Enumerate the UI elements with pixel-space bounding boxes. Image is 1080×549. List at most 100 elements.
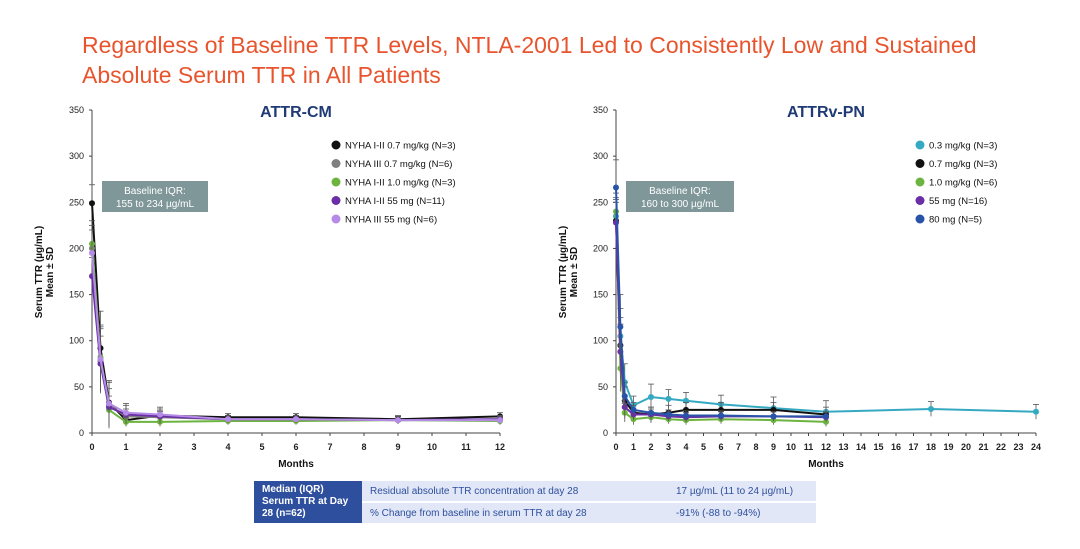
chart2-x-tick-label: 8 xyxy=(753,442,758,452)
chart2-x-tick-label: 11 xyxy=(804,442,814,452)
chart1-x-tick-label: 0 xyxy=(89,442,94,452)
chart2-x-tick-label: 24 xyxy=(1031,442,1041,452)
chart1-y-axis-sublabel: Mean ± SD xyxy=(45,247,56,298)
chart1-series4-line xyxy=(91,276,501,422)
chart2-series4-legend-marker xyxy=(915,196,925,205)
chart1-series5-legend-label: NYHA III 55 mg (N=6) xyxy=(345,215,437,226)
chart1-series3-line xyxy=(91,243,501,423)
chart1-y-tick-label: 250 xyxy=(69,197,84,207)
chart1-series1-legend-marker xyxy=(331,140,341,150)
chart2-y-tick-label: 150 xyxy=(593,290,608,300)
chart1-y-tick-label: 100 xyxy=(69,336,84,346)
chart2-series1-point xyxy=(665,395,672,402)
chart2-x-tick-label: 18 xyxy=(926,442,936,452)
chart2-y-axis-sublabel: Mean ± SD xyxy=(569,247,580,298)
chart1-series5-point xyxy=(89,250,95,257)
chart1-y-tick-label: 50 xyxy=(74,382,84,392)
chart2-series3-legend-label: 1.0 mg/kg (N=6) xyxy=(929,178,997,189)
chart1-series5-point xyxy=(157,411,163,418)
chart1-x-tick-label: 7 xyxy=(327,442,332,452)
chart1-x-tick-label: 11 xyxy=(461,442,471,452)
chart2-baseline-iqr-box xyxy=(626,181,734,212)
chart2-y-tick-label: 300 xyxy=(593,151,608,161)
chart1-x-tick-label: 6 xyxy=(293,442,298,452)
chart1-series5-point xyxy=(395,417,401,424)
summary-label: Median (IQR) Serum TTR at Day 28 (n=62) xyxy=(254,481,362,523)
chart1-y-axis-label: Serum TTR (µg/mL) xyxy=(34,226,45,318)
chart1-series5-line xyxy=(91,252,500,422)
chart2-series2-legend-marker xyxy=(915,159,925,168)
chart2-series1-point xyxy=(648,394,654,401)
chart1-x-tick-label: 12 xyxy=(495,442,505,452)
chart2-series5-point xyxy=(621,393,628,400)
chart2-y-tick-label: 0 xyxy=(603,428,608,438)
chart2-y-tick-label: 250 xyxy=(593,197,608,207)
chart1-title: ATTR-CM xyxy=(260,104,332,121)
chart1-x-tick-label: 1 xyxy=(123,442,128,452)
chart2-series5-point xyxy=(823,413,829,420)
chart2-series5-point xyxy=(613,184,619,191)
slide-title: Regardless of Baseline TTR Levels, NTLA-… xyxy=(82,32,977,88)
chart1-series1-point xyxy=(89,200,95,207)
chart2-x-tick-label: 7 xyxy=(736,442,741,452)
chart2-x-tick-label: 19 xyxy=(943,442,953,452)
chart2-y-tick-label: 350 xyxy=(593,105,608,115)
summary-value-2: -91% (-88 to -94%) xyxy=(668,502,816,523)
chart1-y-tick-label: 300 xyxy=(69,151,84,161)
chart2-series2-line xyxy=(615,220,827,416)
summary-value-1: 17 µg/mL (11 to 24 µg/mL) xyxy=(668,481,816,503)
chart1-baseline-iqr-title: Baseline IQR: xyxy=(124,186,186,197)
chart1-series5-point xyxy=(106,400,112,407)
chart2-series3-line xyxy=(615,211,827,423)
chart2-x-tick-label: 21 xyxy=(978,442,988,452)
chart1-y-tick-label: 150 xyxy=(69,290,84,300)
chart1-x-tick-label: 8 xyxy=(361,442,366,452)
chart1-baseline-iqr-box xyxy=(102,181,208,212)
chart2-x-tick-label: 14 xyxy=(856,442,866,452)
chart2-x-tick-label: 0 xyxy=(613,442,618,452)
chart2-baseline-iqr-range: 160 to 300 µg/mL xyxy=(641,199,719,210)
chart1-series3-legend-marker xyxy=(331,177,341,187)
chart2-x-tick-label: 9 xyxy=(771,442,776,452)
chart2-series5-point xyxy=(665,411,672,418)
chart2-x-tick-label: 23 xyxy=(1013,442,1023,452)
chart1-baseline-iqr-range: 155 to 234 µg/mL xyxy=(116,199,194,210)
chart2-series2-legend-label: 0.7 mg/kg (N=3) xyxy=(929,159,997,170)
chart2-y-tick-label: 100 xyxy=(593,336,608,346)
chart2-series2-point xyxy=(683,406,689,413)
chart2-series5-legend-label: 80 mg (N=5) xyxy=(929,215,982,226)
chart2-x-tick-label: 15 xyxy=(873,442,883,452)
chart2-y-axis-label: Serum TTR (µg/mL) xyxy=(558,226,569,318)
chart1-series5-point xyxy=(293,416,299,423)
chart2-x-tick-label: 22 xyxy=(996,442,1006,452)
chart2-series5-point xyxy=(683,412,689,419)
chart1-y-tick-label: 350 xyxy=(69,105,84,115)
chart2-y-tick-label: 50 xyxy=(598,382,608,392)
chart1-series5-point xyxy=(97,356,104,363)
chart2-series5-line xyxy=(615,187,826,418)
chart2-series1-legend-marker xyxy=(915,140,925,150)
chart2-series3-legend-marker xyxy=(915,177,925,187)
chart1-x-tick-label: 4 xyxy=(225,442,230,452)
chart1-x-tick-label: 5 xyxy=(259,442,264,452)
chart2-x-axis-label: Months xyxy=(808,459,844,470)
chart2-series5-legend-marker xyxy=(915,214,925,224)
chart1-x-axis-label: Months xyxy=(278,459,314,470)
summary-row-1: Median (IQR) Serum TTR at Day 28 (n=62) … xyxy=(254,481,816,523)
chart1-x-tick-label: 3 xyxy=(191,442,196,452)
chart2-x-tick-label: 12 xyxy=(821,442,831,452)
chart2-title: ATTRv-PN xyxy=(787,104,865,121)
summary-table: Median (IQR) Serum TTR at Day 28 (n=62) … xyxy=(254,481,816,523)
chart1-series5-point xyxy=(225,416,231,423)
chart1-x-tick-label: 2 xyxy=(157,442,162,452)
chart2-series5-point xyxy=(718,412,724,419)
chart1-series2-legend-marker xyxy=(331,159,341,168)
chart1-series2-line xyxy=(91,248,501,422)
chart2-x-tick-label: 13 xyxy=(838,442,848,452)
chart2-series1-point xyxy=(1033,408,1039,415)
chart2-x-tick-label: 3 xyxy=(666,442,671,452)
chart2-x-tick-label: 4 xyxy=(683,442,688,452)
chart1-series2-legend-label: NYHA III 0.7 mg/kg (N=6) xyxy=(345,159,452,170)
chart2-series4-line xyxy=(615,222,827,419)
